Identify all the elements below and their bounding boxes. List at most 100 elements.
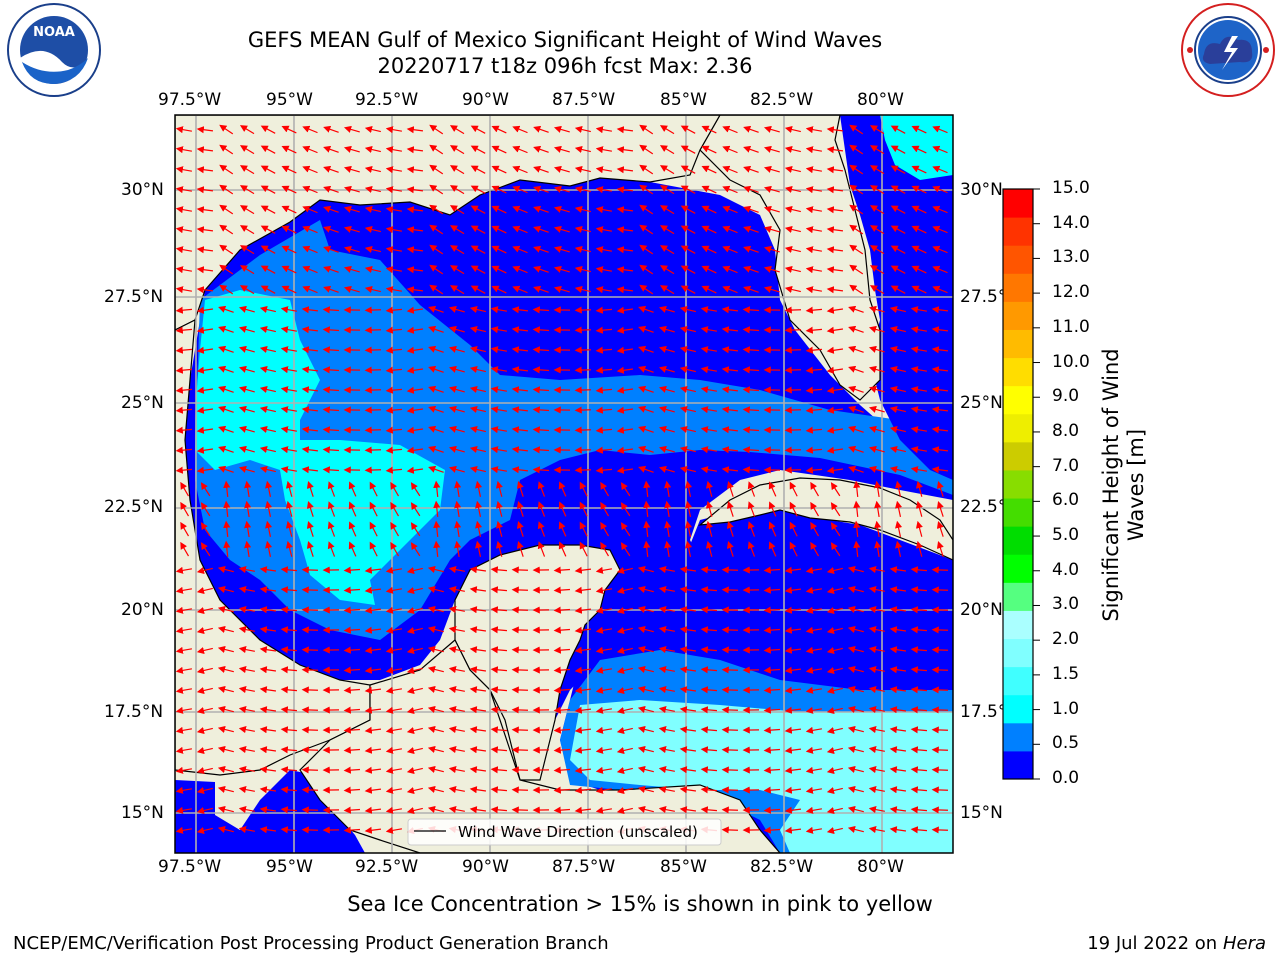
wind-wave-arrow bbox=[239, 145, 255, 155]
wind-wave-arrow bbox=[810, 521, 820, 537]
wind-wave-arrow bbox=[280, 686, 298, 694]
wind-wave-arrow bbox=[805, 566, 822, 574]
wind-wave-arrow bbox=[747, 541, 756, 557]
wind-wave-arrow bbox=[847, 605, 864, 613]
wind-wave-arrow bbox=[302, 205, 318, 214]
wind-wave-arrow bbox=[664, 520, 672, 538]
wind-wave-arrow bbox=[743, 285, 759, 293]
wind-wave-arrow bbox=[574, 586, 592, 594]
wind-wave-arrow bbox=[931, 366, 949, 374]
wind-wave-arrow bbox=[679, 345, 696, 354]
wind-wave-arrow bbox=[936, 521, 944, 537]
wind-wave-arrow bbox=[659, 285, 675, 295]
wind-wave-arrow bbox=[429, 124, 444, 135]
wind-wave-arrow bbox=[595, 466, 613, 474]
colorbar-band bbox=[1003, 610, 1033, 640]
wind-wave-arrow bbox=[490, 686, 508, 694]
wind-wave-arrow bbox=[428, 325, 444, 333]
colorbar-band bbox=[1003, 469, 1033, 499]
wind-wave-arrow bbox=[805, 366, 823, 374]
wind-wave-arrow bbox=[175, 226, 192, 234]
wind-wave-arrow bbox=[700, 466, 717, 474]
wind-wave-arrow bbox=[826, 146, 844, 154]
wind-wave-arrow bbox=[223, 520, 231, 538]
wind-wave-arrow bbox=[895, 480, 903, 497]
wind-wave-arrow bbox=[259, 666, 277, 674]
wind-wave-arrow bbox=[700, 626, 718, 634]
wind-wave-arrow bbox=[931, 386, 949, 394]
wind-wave-arrow bbox=[260, 265, 276, 274]
wind-wave-arrow bbox=[889, 365, 906, 374]
wind-wave-arrow bbox=[516, 541, 524, 557]
wind-wave-arrow bbox=[200, 542, 211, 557]
wind-wave-arrow bbox=[679, 586, 697, 594]
wind-wave-arrow bbox=[868, 305, 885, 313]
wind-wave-arrow bbox=[259, 445, 276, 454]
wind-wave-arrow bbox=[579, 481, 588, 497]
wind-wave-arrow bbox=[890, 225, 906, 234]
wind-wave-arrow bbox=[454, 520, 462, 538]
lon-label-top: 82.5°W bbox=[750, 90, 814, 110]
wind-wave-arrow bbox=[491, 165, 507, 174]
wind-wave-arrow bbox=[406, 366, 424, 374]
wind-wave-arrow bbox=[348, 541, 357, 557]
wind-wave-arrow bbox=[616, 226, 634, 234]
wind-wave-arrow bbox=[579, 521, 588, 537]
sea-ice-note-text: Sea Ice Concentration > 15% is shown in … bbox=[347, 892, 933, 916]
wind-wave-arrow bbox=[805, 166, 822, 174]
wind-wave-arrow bbox=[218, 345, 234, 353]
wind-wave-arrow bbox=[616, 426, 634, 434]
wind-wave-arrow bbox=[784, 225, 801, 234]
wind-wave-arrow bbox=[574, 606, 592, 614]
wind-wave-arrow bbox=[343, 205, 360, 213]
wind-wave-arrow bbox=[406, 126, 424, 134]
wind-wave-arrow bbox=[285, 500, 293, 517]
wind-wave-arrow bbox=[385, 446, 403, 454]
wind-wave-arrow bbox=[911, 225, 927, 234]
wind-wave-arrow bbox=[301, 406, 319, 414]
wind-wave-arrow bbox=[490, 306, 507, 314]
wind-wave-arrow bbox=[449, 145, 465, 155]
wind-wave-arrow bbox=[449, 185, 465, 195]
wind-wave-arrow bbox=[910, 646, 928, 654]
wind-wave-arrow bbox=[343, 646, 361, 654]
wind-wave-arrow bbox=[638, 405, 654, 413]
wind-wave-arrow bbox=[701, 245, 717, 254]
wind-wave-arrow bbox=[932, 185, 948, 194]
wind-wave-arrow bbox=[763, 666, 781, 674]
wind-wave-arrow bbox=[469, 606, 487, 614]
wind-wave-arrow bbox=[390, 541, 400, 557]
wind-wave-arrow bbox=[700, 306, 717, 314]
wind-wave-arrow bbox=[219, 204, 234, 215]
wind-wave-arrow bbox=[889, 626, 907, 634]
wind-wave-arrow bbox=[512, 205, 528, 214]
wind-wave-arrow bbox=[448, 405, 465, 413]
wind-wave-arrow bbox=[889, 425, 906, 434]
wind-wave-arrow bbox=[265, 520, 273, 537]
wind-wave-arrow bbox=[805, 266, 822, 274]
wind-wave-arrow bbox=[768, 521, 777, 537]
wind-wave-arrow bbox=[239, 225, 255, 235]
wind-wave-arrow bbox=[659, 125, 675, 135]
wind-wave-arrow bbox=[265, 500, 273, 517]
wind-wave-arrow bbox=[385, 146, 402, 154]
wind-wave-arrow bbox=[385, 666, 402, 674]
wind-wave-arrow bbox=[533, 145, 549, 153]
wind-wave-arrow bbox=[516, 481, 524, 497]
wind-wave-arrow bbox=[175, 466, 193, 474]
wind-wave-arrow bbox=[196, 146, 214, 154]
wind-wave-arrow bbox=[469, 646, 487, 654]
wind-wave-arrow bbox=[659, 185, 675, 195]
wind-wave-arrow bbox=[826, 126, 844, 134]
colorbar-tick-label: 5.0 bbox=[1052, 525, 1080, 546]
wind-wave-arrow bbox=[847, 585, 864, 593]
wind-wave-arrow bbox=[180, 541, 190, 557]
wind-wave-arrow bbox=[306, 521, 314, 537]
colorbar-band bbox=[1003, 638, 1033, 668]
wind-wave-arrow bbox=[491, 145, 507, 154]
wind-wave-arrow bbox=[742, 346, 760, 354]
wind-wave-arrow bbox=[763, 285, 780, 293]
wind-wave-arrow bbox=[390, 521, 400, 537]
lon-label-bottom: 90°W bbox=[462, 857, 509, 877]
wind-wave-arrow bbox=[638, 445, 654, 453]
